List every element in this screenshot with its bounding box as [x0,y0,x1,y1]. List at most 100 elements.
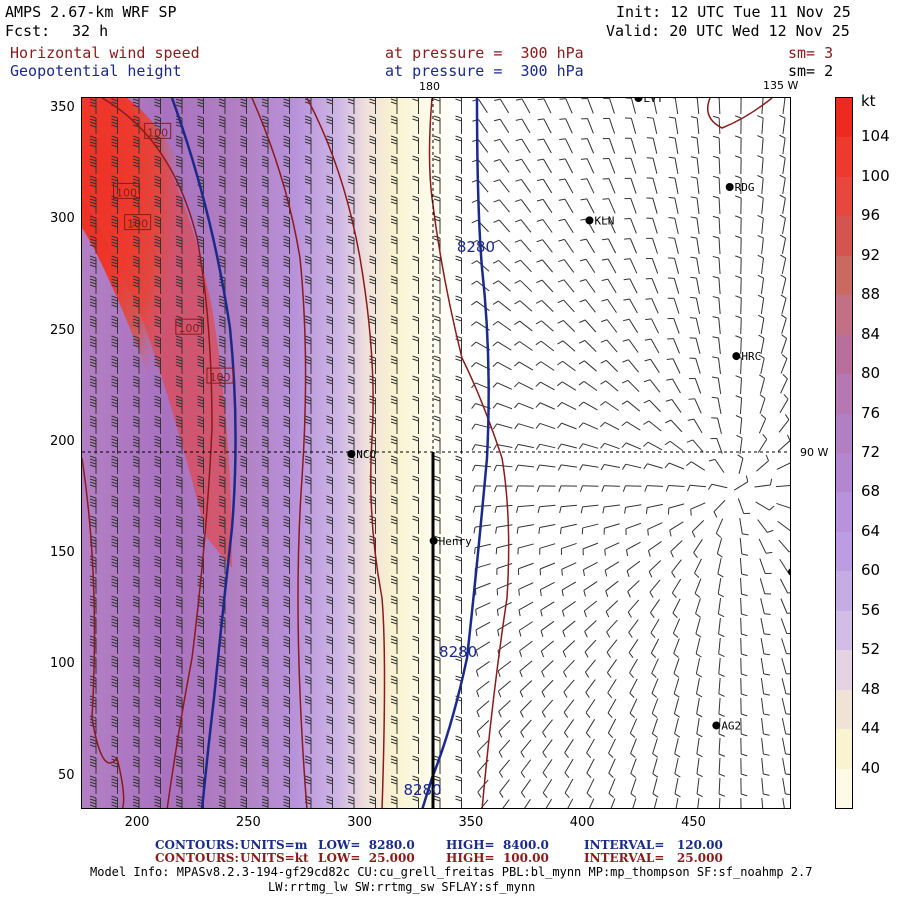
wind-barb [283,695,290,714]
wind-barb [304,475,312,494]
station-marker [712,721,721,730]
wind-barb [667,297,680,314]
wind-barb [175,695,183,714]
wind-barb [197,635,204,654]
wind-barb [175,98,183,114]
wind-barb [111,675,118,694]
wind-barb [734,115,742,135]
wind-barb [603,523,620,535]
wind-barb [673,658,680,678]
wind-barb [132,255,140,274]
wind-barb [665,485,685,492]
wind-barb [89,295,97,314]
wind-barb [712,98,721,115]
wind-barb [514,402,534,410]
wind-barb [154,735,161,754]
colorbar-swatch [836,453,852,493]
wind-barb [515,138,531,154]
wind-barb [132,215,140,234]
wind-barb [651,658,659,678]
wind-barb [475,582,491,596]
wind-barb [111,615,118,634]
y-tick-label: 250 [50,322,75,338]
wind-barb [154,435,161,454]
wind-barb [175,275,183,294]
wind-barb [89,155,97,174]
wind-barb [630,758,637,778]
wind-barb [735,215,742,235]
wind-barb [132,635,140,654]
wind-barb [433,255,441,274]
x-tick-label: 350 [458,815,484,830]
wind-barb [624,504,642,514]
wind-barb [304,135,312,154]
wind-barb [492,361,512,371]
wind-barb [740,797,742,808]
wind-barb [412,155,419,174]
wind-barb [347,335,355,354]
wind-barb [218,315,226,334]
wind-barb [580,178,595,194]
wind-barb [261,275,269,294]
wind-barb [89,315,97,334]
wind-barb [519,660,533,678]
wind-barb [624,117,637,134]
wind-barb [560,542,577,555]
wind-barb [621,400,641,412]
wind-barb [494,504,513,513]
wind-barb [132,335,140,354]
wind-barb [758,334,765,354]
wind-barb [756,454,770,472]
wind-barb [261,235,269,254]
field1-level: at pressure = 300 hPa [385,44,584,62]
wind-barb [760,678,770,696]
wind-barb [496,582,513,596]
wind-barb [218,335,226,354]
wind-barb [89,175,97,194]
wind-barb [240,795,247,808]
wind-barb [412,215,419,234]
wind-barb [326,795,333,808]
wind-barb [433,315,441,334]
wind-barb [154,755,161,774]
station-label: NCO [356,448,376,461]
wind-barb [326,435,333,454]
wind-barb [542,739,553,758]
wind-barb [607,718,617,738]
wind-barb [757,519,774,533]
wind-barb [283,175,290,194]
wind-barb [670,540,683,558]
wind-barb [536,239,553,253]
wind-barb [668,217,679,234]
wind-barb [390,175,398,194]
wind-barb [604,561,620,577]
wind-barb [175,535,183,554]
wind-barb [519,680,533,698]
wind-barb [718,657,725,677]
wind-barb [412,635,419,654]
wind-barb [261,415,269,434]
wind-barb [132,535,140,554]
wind-barb [240,235,247,254]
wind-barb [558,218,574,234]
wind-barb [780,274,787,294]
wind-barb [240,775,247,794]
colorbar-swatch [836,729,852,770]
wind-barb [304,455,312,474]
wind-barb [326,415,333,434]
wind-barb [644,358,660,373]
wind-barb [477,779,489,798]
wind-barb [154,535,161,554]
wind-barb [304,255,312,274]
wind-barb [433,795,441,808]
wind-barb [757,175,764,195]
wind-barb [111,235,118,254]
colorbar-swatch [836,255,852,296]
wind-barb [390,355,398,374]
wind-barb [240,575,247,594]
wind-barb [735,275,742,295]
wind-barb [691,520,705,538]
wind-barb [521,799,531,808]
wind-barb [412,595,419,614]
wind-barb [778,414,790,433]
